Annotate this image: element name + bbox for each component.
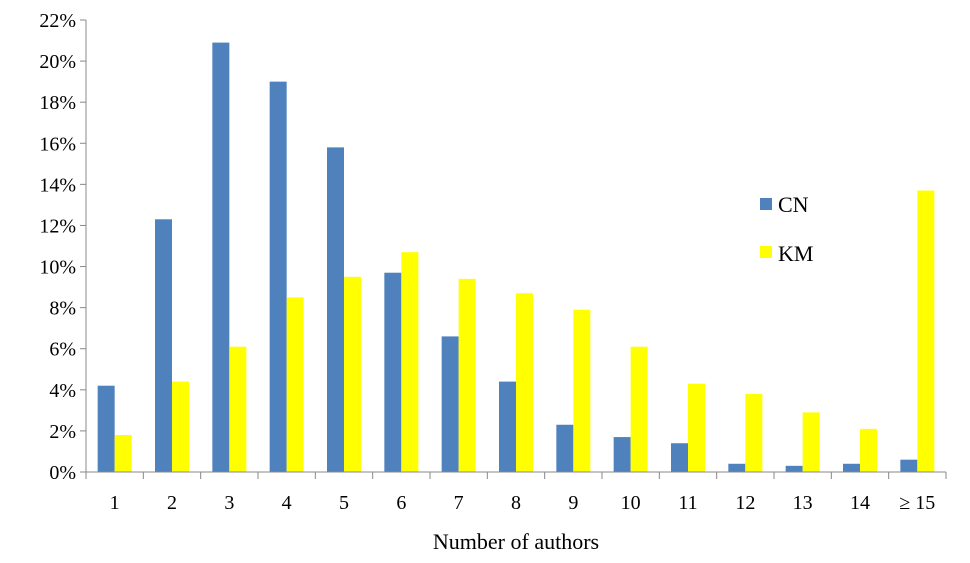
- y-tick-label: 20%: [39, 51, 76, 73]
- bar-km: [516, 293, 533, 472]
- bar-km: [803, 412, 820, 472]
- x-tick-label: ≥ 15: [899, 492, 935, 514]
- bar-cn: [98, 386, 115, 472]
- bar-km: [172, 382, 189, 472]
- y-tick-label: 18%: [39, 92, 76, 114]
- y-tick-label: 14%: [39, 174, 76, 196]
- y-axis-ticks: 0% 2% 4% 6% 8% 10% 12% 14% 16% 18% 20% 22%: [39, 10, 86, 484]
- legend-swatch-km: [760, 246, 772, 258]
- bar-km: [631, 347, 648, 472]
- bar-cn: [499, 382, 516, 472]
- x-tick-label: 14: [850, 492, 870, 514]
- y-tick-label: 16%: [39, 133, 76, 155]
- bar-cn: [212, 43, 229, 472]
- bar-km: [459, 279, 476, 472]
- bar-cn: [155, 219, 172, 472]
- y-tick-label: 0%: [49, 462, 76, 484]
- x-tick-label: 4: [282, 492, 292, 514]
- x-tick-label: 9: [568, 492, 578, 514]
- y-tick-label: 6%: [49, 339, 76, 361]
- x-tick-label: 10: [621, 492, 641, 514]
- bar-km: [287, 297, 304, 472]
- x-tick-label: 1: [110, 492, 120, 514]
- bar-cn: [270, 82, 287, 472]
- legend-swatch-cn: [760, 198, 772, 210]
- x-tick-label: 13: [793, 492, 813, 514]
- x-tick-label: 2: [167, 492, 177, 514]
- x-axis-ticks: 1 2 3 4 5 6 7 8 9 10 11 12 13 14 ≥ 15: [86, 472, 946, 514]
- legend-label-km: KM: [778, 241, 813, 266]
- bar-km: [229, 347, 246, 472]
- x-tick-label: 8: [511, 492, 521, 514]
- bar-cn: [900, 460, 917, 472]
- y-tick-label: 22%: [39, 10, 76, 32]
- legend-label-cn: CN: [778, 192, 809, 217]
- bar-km: [688, 384, 705, 472]
- bar-cn: [728, 464, 745, 472]
- x-tick-label: 3: [224, 492, 234, 514]
- x-tick-label: 11: [678, 492, 697, 514]
- bar-km: [745, 394, 762, 472]
- y-tick-label: 10%: [39, 257, 76, 279]
- x-tick-label: 7: [454, 492, 464, 514]
- bar-km: [573, 310, 590, 472]
- bar-km: [860, 429, 877, 472]
- bar-cn: [384, 273, 401, 472]
- x-tick-label: 6: [396, 492, 406, 514]
- y-tick-label: 12%: [39, 215, 76, 237]
- y-tick-label: 4%: [49, 380, 76, 402]
- y-tick-label: 8%: [49, 298, 76, 320]
- bar-cn: [671, 443, 688, 472]
- bar-km: [401, 252, 418, 472]
- bar-km: [115, 435, 132, 472]
- bar-cn: [327, 147, 344, 472]
- bar-cn: [843, 464, 860, 472]
- y-tick-label: 2%: [49, 421, 76, 443]
- bar-cn: [556, 425, 573, 472]
- bar-km: [917, 191, 934, 472]
- bar-cn: [442, 336, 459, 472]
- x-axis-title: Number of authors: [433, 529, 599, 554]
- bar-cn: [786, 466, 803, 472]
- x-tick-label: 5: [339, 492, 349, 514]
- x-tick-label: 12: [735, 492, 755, 514]
- legend: CN KM: [760, 192, 813, 266]
- bar-cn: [614, 437, 631, 472]
- bar-km: [344, 277, 361, 472]
